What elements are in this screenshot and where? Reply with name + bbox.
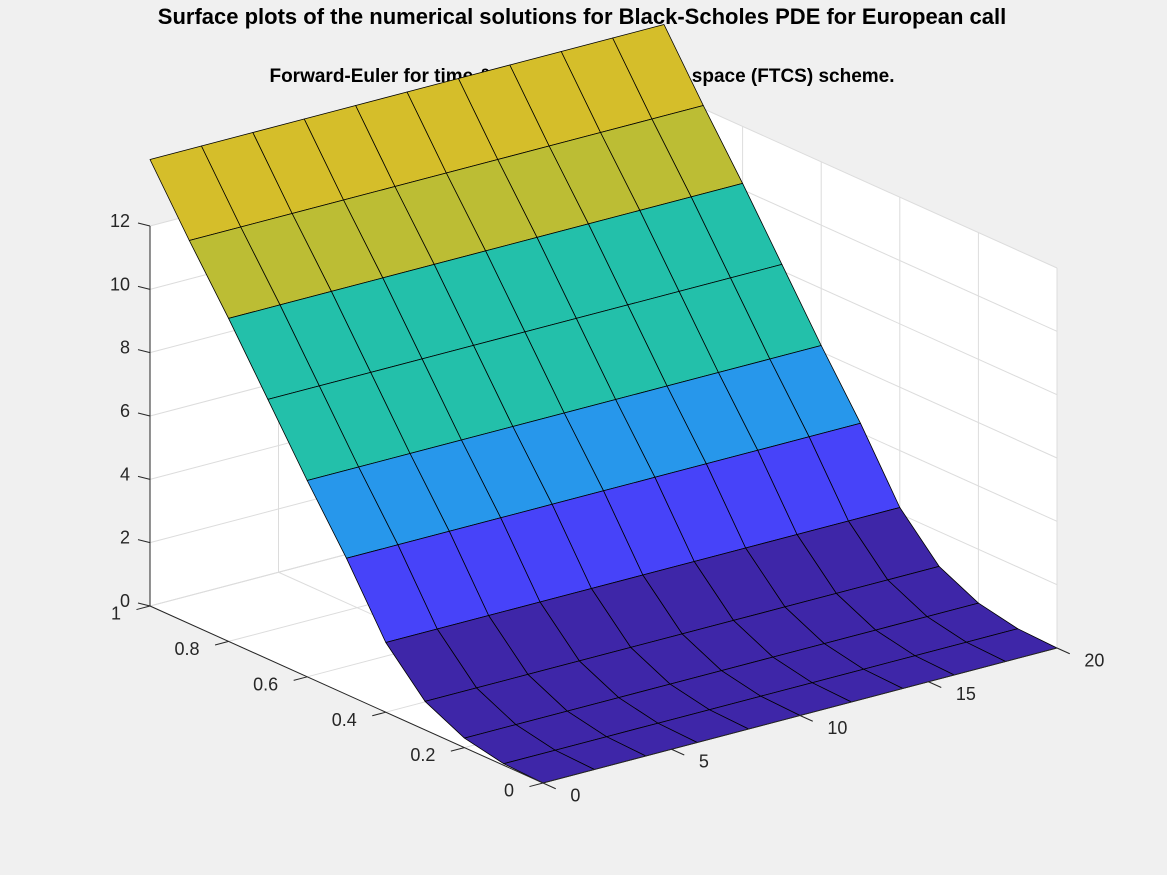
- y-tick-label: 1: [111, 604, 121, 624]
- z-tick-label: 10: [110, 274, 130, 294]
- z-tick: [137, 602, 151, 607]
- x-tick: [1056, 647, 1070, 655]
- z-tick: [137, 285, 151, 290]
- x-tick: [799, 715, 813, 722]
- z-gridline: [663, 90, 1058, 269]
- x-tick-label: 0: [570, 785, 580, 805]
- y-tick-label: 0.4: [332, 710, 357, 730]
- y-tick: [136, 605, 151, 611]
- z-tick-label: 4: [120, 464, 130, 484]
- z-tick-label: 12: [110, 211, 130, 231]
- y-tick: [372, 711, 386, 717]
- z-tick: [137, 539, 151, 544]
- x-tick: [671, 748, 685, 756]
- y-tick: [529, 782, 544, 788]
- chart-title: Surface plots of the numerical solutions…: [157, 4, 1007, 29]
- z-tick: [137, 412, 151, 417]
- x-tick: [542, 782, 556, 790]
- z-tick: [137, 475, 151, 480]
- y-tick: [450, 747, 465, 752]
- y-tick: [214, 640, 229, 646]
- x-tick-label: 10: [827, 718, 847, 738]
- z-tick-label: 8: [120, 338, 130, 358]
- x-tick-label: 20: [1084, 650, 1104, 670]
- x-tick-label: 15: [956, 684, 976, 704]
- z-tick-label: 0: [120, 591, 130, 611]
- y-tick-label: 0.6: [253, 674, 278, 694]
- y-tick-label: 0.2: [410, 745, 435, 765]
- z-tick: [137, 222, 151, 227]
- y-axis-line: [149, 605, 544, 784]
- z-tick-label: 6: [120, 401, 130, 421]
- x-tick: [928, 681, 942, 688]
- y-tick-label: 0.8: [175, 639, 200, 659]
- z-tick: [137, 349, 151, 354]
- x-tick-label: 5: [699, 752, 709, 772]
- z-tick-label: 2: [120, 528, 130, 548]
- y-tick: [293, 676, 308, 681]
- y-tick-label: 0: [504, 781, 514, 801]
